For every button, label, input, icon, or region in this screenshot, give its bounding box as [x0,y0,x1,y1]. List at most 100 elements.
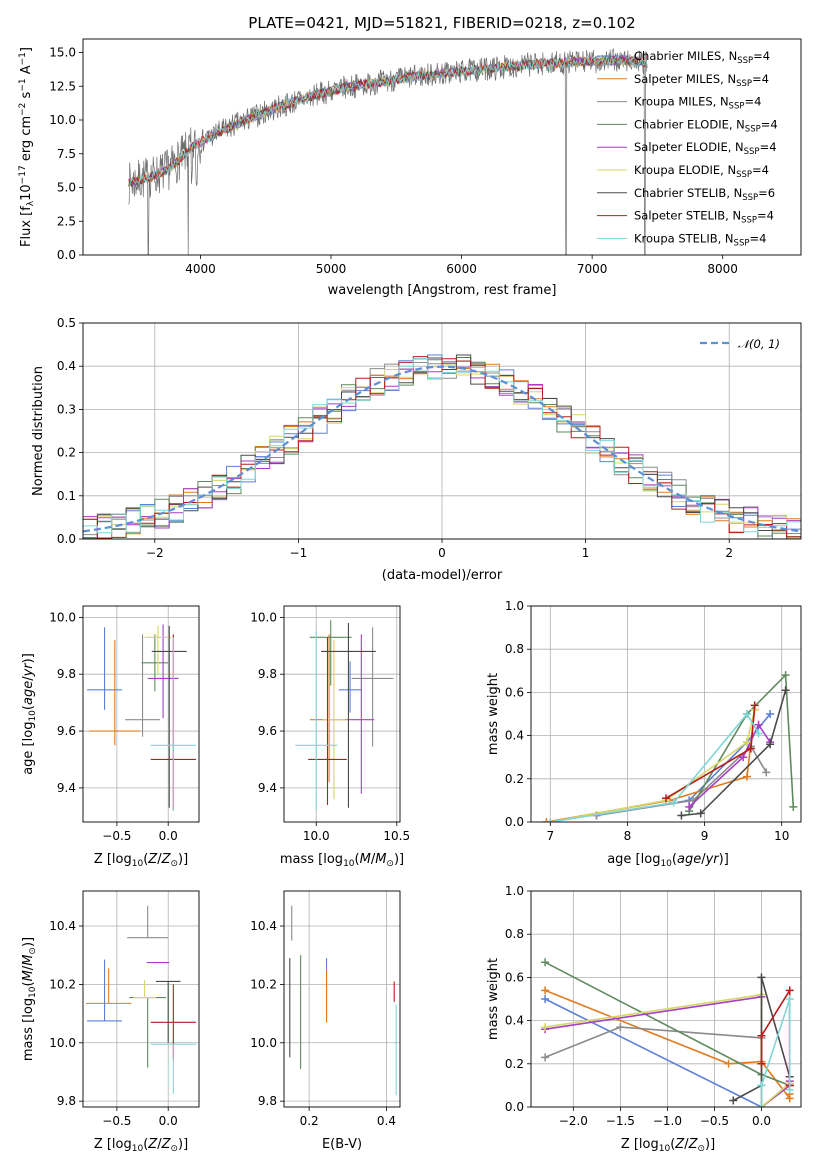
mass-ebv-grid [284,891,400,1107]
y-tick-label: 0.4 [505,729,524,743]
legend-label-end: =4 [752,72,769,86]
legend-label-end: =6 [758,186,775,200]
y-tick-label: 0.4 [505,1014,524,1028]
y-tick-label: 9.6 [57,724,76,738]
y-tick-label: 9.8 [258,667,277,681]
mass-vs-extinction-panel: 0.2 0.4 9.8 10.0 10.2 10.4 E(B-V) [250,890,401,1152]
spectrum-frame [82,38,802,256]
legend-label: Salpeter ELODIE, NSSP=4 [634,140,777,157]
legend-label-sub: SSP [734,238,750,248]
model-fit-line [128,56,648,188]
weight-age-ticks: 7 8 9 10 0.0 0.2 0.4 0.6 0.8 1.0 [505,599,789,843]
mass-weight-marker [729,1096,738,1105]
y-tick-label: 9.8 [57,667,76,681]
mass-z-grid [83,891,199,1107]
mass-weight-marker [781,671,790,680]
y-tick-label: 10.0 [49,610,76,624]
legend-label-main: Kroupa STELIB, N [634,231,734,245]
y-tick-label: 12.5 [49,79,76,93]
y-tick-label: 0.3 [57,402,76,416]
x-tick-label: 7000 [577,262,608,276]
age-vs-metallicity-panel: −0.5 0.0 9.4 9.6 9.8 10.0 Z [log10(Z/Z⊙)] age… [21,605,200,869]
y-tick-label: 10.0 [250,610,277,624]
mass-weight-marker [762,768,771,777]
x-tick-label: 0.0 [159,1114,178,1128]
mass-weight-line [760,998,791,1107]
y-tick-label: 10.0 [250,1036,277,1050]
legend-label-end: =4 [753,49,770,63]
spectrum-ylabel: Flux [fλ10−17 erg cm−2 s−1 A−1] [18,47,36,247]
mass-weight-marker [754,729,763,738]
mass-weight-marker [789,802,798,811]
mass-weight-marker [785,995,794,1003]
model-fit-line [128,55,648,187]
legend-label-end: =4 [760,140,777,154]
legend-label-end: =4 [749,231,766,245]
legend-label-end: =4 [752,163,769,177]
mass-weight-marker [677,811,686,820]
legend-label-sub: SSP [729,102,745,112]
x-tick-label: 6000 [446,262,477,276]
residuals-ylabel: Normed distribution [31,366,46,496]
mass-weight-marker [546,818,555,822]
mass-weight-marker [541,1023,550,1032]
x-tick-label: −0.5 [102,1114,131,1128]
x-tick-label: −2 [146,546,164,560]
x-tick-label: 10.5 [383,829,410,843]
spectrum-ticks: 4000 5000 6000 7000 8000 0.0 2.5 5.0 7.5 10.0 12.5… [49,46,738,277]
mass-z-ticks: −0.5 0.0 9.8 10.0 10.2 10.4 [49,919,177,1128]
x-tick-label: −2.0 [559,1114,588,1128]
x-tick-label: −0.5 [102,829,131,843]
y-tick-label: 10.2 [49,977,76,991]
legend-label: Kroupa STELIB, NSSP=4 [634,231,766,248]
x-tick-label: 0.2 [300,1114,319,1128]
mass-weight-marker [785,1085,794,1094]
mass-weight-marker [541,958,550,967]
y-tick-label: 9.8 [57,1094,76,1108]
y-tick-label: 9.4 [258,781,277,795]
mass-weight-line [681,689,787,817]
legend-label-sub: SSP [745,124,761,134]
legend-label-sub: SSP [737,56,753,66]
normal-reference-curve [83,365,801,533]
mass-weight-line [732,977,791,1102]
mass-z-xlabel: Z [log10(Z/Z⊙)] [94,1137,188,1154]
legend-label: Chabrier STELIB, NSSP=6 [634,186,775,203]
mass-weight-marker [750,701,759,710]
mass-weight-marker [685,802,694,811]
model-fit-line [128,54,648,185]
mass-weight-marker [757,1059,766,1068]
model-fit-line [128,55,648,186]
x-tick-label: 4000 [185,262,216,276]
weight-age-ylabel: mass weight [486,673,501,755]
mass-z-frame [82,890,200,1108]
mass-weight-marker [696,809,705,818]
legend-label: Kroupa MILES, NSSP=4 [634,95,761,112]
mass-ebv-frame [283,890,401,1108]
y-tick-label: 2.5 [57,214,76,228]
legend-label-main: Salpeter STELIB, N [634,209,741,223]
residuals-histograms [83,354,801,539]
mass-weight-marker [746,744,755,753]
mass-weight-marker [754,720,763,729]
y-tick-label: 10.0 [49,113,76,127]
legend-label-sub: SSP [744,147,760,157]
y-tick-label: 0.8 [505,642,524,656]
mass-weight-marker [766,740,775,749]
spectrum-xlabel: wavelength [Angstrom, rest frame] [328,283,557,298]
legend-label-main: Chabrier MILES, N [634,49,737,63]
y-tick-label: 0.0 [505,1100,524,1114]
y-tick-label: 1.0 [505,884,524,898]
x-tick-label: −1.5 [606,1114,635,1128]
x-tick-label: 8 [624,829,632,843]
mass-ebv-errorbars [289,905,397,1096]
residuals-ticks: −2 −1 0 1 2 0.0 0.1 0.2 0.3 0.4 0.5 [57,316,733,560]
legend-label-sub: SSP [742,193,758,203]
legend-label-end: =4 [757,209,774,223]
y-tick-label: 0.2 [505,1057,524,1071]
age-mass-grid [284,606,400,822]
legend-label-main: Chabrier STELIB, N [634,186,742,200]
legend-label-end: =4 [761,117,778,131]
